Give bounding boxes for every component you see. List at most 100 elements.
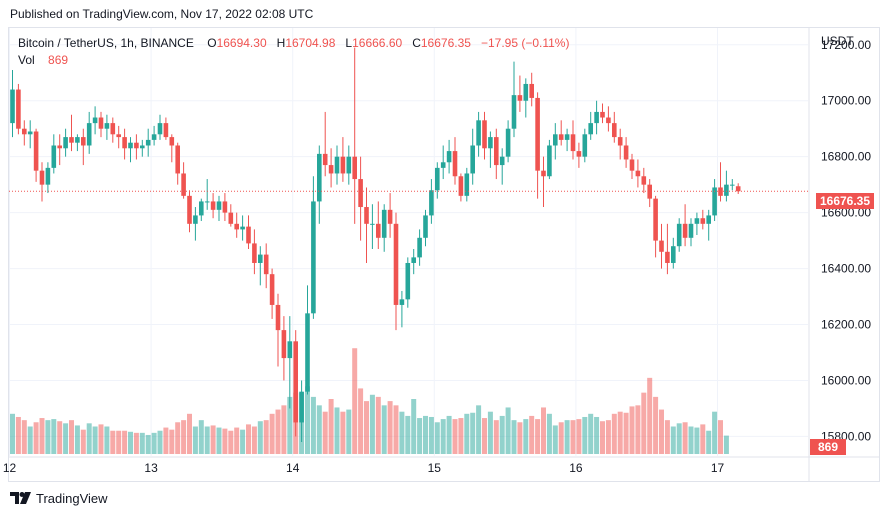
volume-bar bbox=[399, 411, 405, 454]
candle-body bbox=[140, 145, 145, 149]
candle bbox=[623, 137, 629, 168]
volume-bar bbox=[517, 422, 523, 454]
candle-body bbox=[63, 137, 68, 149]
volume-bar bbox=[446, 415, 452, 454]
candle bbox=[446, 139, 452, 174]
volume-bar bbox=[145, 434, 151, 454]
volume-bar bbox=[623, 412, 629, 454]
candle bbox=[181, 162, 186, 199]
volume-value: 869 bbox=[48, 53, 69, 67]
volume-bar bbox=[86, 423, 92, 454]
candle-body bbox=[588, 123, 593, 135]
candle bbox=[629, 153, 635, 180]
candle bbox=[358, 156, 363, 241]
candle bbox=[128, 137, 133, 163]
low-label: L bbox=[345, 36, 353, 50]
candle-body bbox=[122, 137, 127, 149]
candle-body bbox=[671, 246, 676, 263]
candle bbox=[558, 120, 564, 146]
symbol-label[interactable]: Bitcoin / TetherUS, 1h, BINANCE bbox=[18, 36, 194, 50]
volume-bar bbox=[139, 432, 145, 454]
candle bbox=[488, 131, 493, 168]
candle-body bbox=[293, 341, 298, 423]
volume-bar bbox=[287, 396, 293, 454]
candle-body bbox=[322, 153, 328, 166]
volume-bar bbox=[192, 426, 198, 454]
volume-bar bbox=[576, 419, 582, 454]
candle-body bbox=[92, 117, 98, 124]
volume-bar bbox=[263, 420, 269, 454]
candle-body bbox=[440, 162, 446, 168]
volume-bar bbox=[128, 431, 133, 454]
volume-label[interactable]: Vol bbox=[18, 53, 35, 67]
volume-bar bbox=[688, 426, 694, 454]
candle bbox=[252, 229, 257, 275]
candle-body bbox=[470, 145, 475, 174]
candle-body bbox=[653, 198, 658, 241]
volume-bar bbox=[523, 419, 529, 454]
candle-body bbox=[494, 137, 499, 166]
candle-body bbox=[730, 184, 735, 186]
candle-body bbox=[576, 151, 582, 157]
candle bbox=[706, 209, 711, 241]
candle bbox=[452, 137, 458, 185]
candle bbox=[45, 162, 51, 194]
candle bbox=[458, 173, 464, 202]
tradingview-footer[interactable]: TradingView bbox=[10, 491, 108, 506]
candle bbox=[269, 268, 275, 319]
candle-body bbox=[328, 165, 334, 174]
candle bbox=[116, 125, 121, 149]
volume-bar bbox=[588, 413, 594, 454]
volume-bar bbox=[617, 411, 623, 454]
volume-bar bbox=[600, 421, 605, 454]
candle bbox=[499, 148, 505, 185]
candle-body bbox=[199, 201, 204, 216]
candle-body bbox=[364, 207, 369, 224]
candle bbox=[10, 69, 15, 138]
volume-bar bbox=[487, 411, 493, 454]
volume-bar bbox=[169, 429, 175, 454]
candle-body bbox=[387, 209, 393, 224]
candle-body bbox=[157, 123, 163, 135]
candle-body bbox=[623, 145, 629, 160]
candle bbox=[328, 148, 334, 188]
candle bbox=[169, 134, 175, 163]
candle-body bbox=[234, 223, 239, 230]
candle-body bbox=[358, 179, 363, 208]
candle-body bbox=[429, 190, 434, 216]
volume-bar bbox=[15, 416, 21, 454]
candle bbox=[263, 243, 269, 289]
candle-body bbox=[252, 243, 257, 263]
candle bbox=[33, 128, 39, 182]
volume-bar bbox=[594, 416, 600, 454]
candle bbox=[86, 111, 92, 154]
candle bbox=[435, 162, 440, 199]
candle bbox=[228, 204, 234, 227]
volume-bar bbox=[493, 420, 499, 454]
candle bbox=[494, 128, 499, 180]
candle bbox=[381, 204, 387, 252]
candle bbox=[352, 47, 357, 224]
volume-bar bbox=[116, 430, 122, 454]
volume-bar bbox=[564, 420, 570, 454]
time-axis: 12 13 14 15 16 17 bbox=[3, 461, 725, 475]
candle bbox=[724, 170, 729, 202]
candle-body bbox=[27, 131, 33, 135]
volume-bar bbox=[340, 411, 346, 454]
volume-bar bbox=[151, 432, 157, 454]
candle bbox=[364, 187, 369, 263]
candle bbox=[718, 162, 723, 202]
volume-bar bbox=[204, 426, 210, 454]
candle bbox=[163, 117, 169, 140]
volume-bar bbox=[670, 426, 676, 454]
volume-bar bbox=[281, 405, 287, 454]
candle bbox=[287, 316, 293, 409]
candle-body bbox=[612, 123, 617, 138]
candle bbox=[588, 111, 593, 140]
candle-body bbox=[570, 134, 576, 152]
x-tick-label: 14 bbox=[286, 461, 300, 475]
volume-bar bbox=[505, 407, 511, 454]
candle bbox=[541, 156, 546, 208]
candle bbox=[193, 207, 198, 241]
